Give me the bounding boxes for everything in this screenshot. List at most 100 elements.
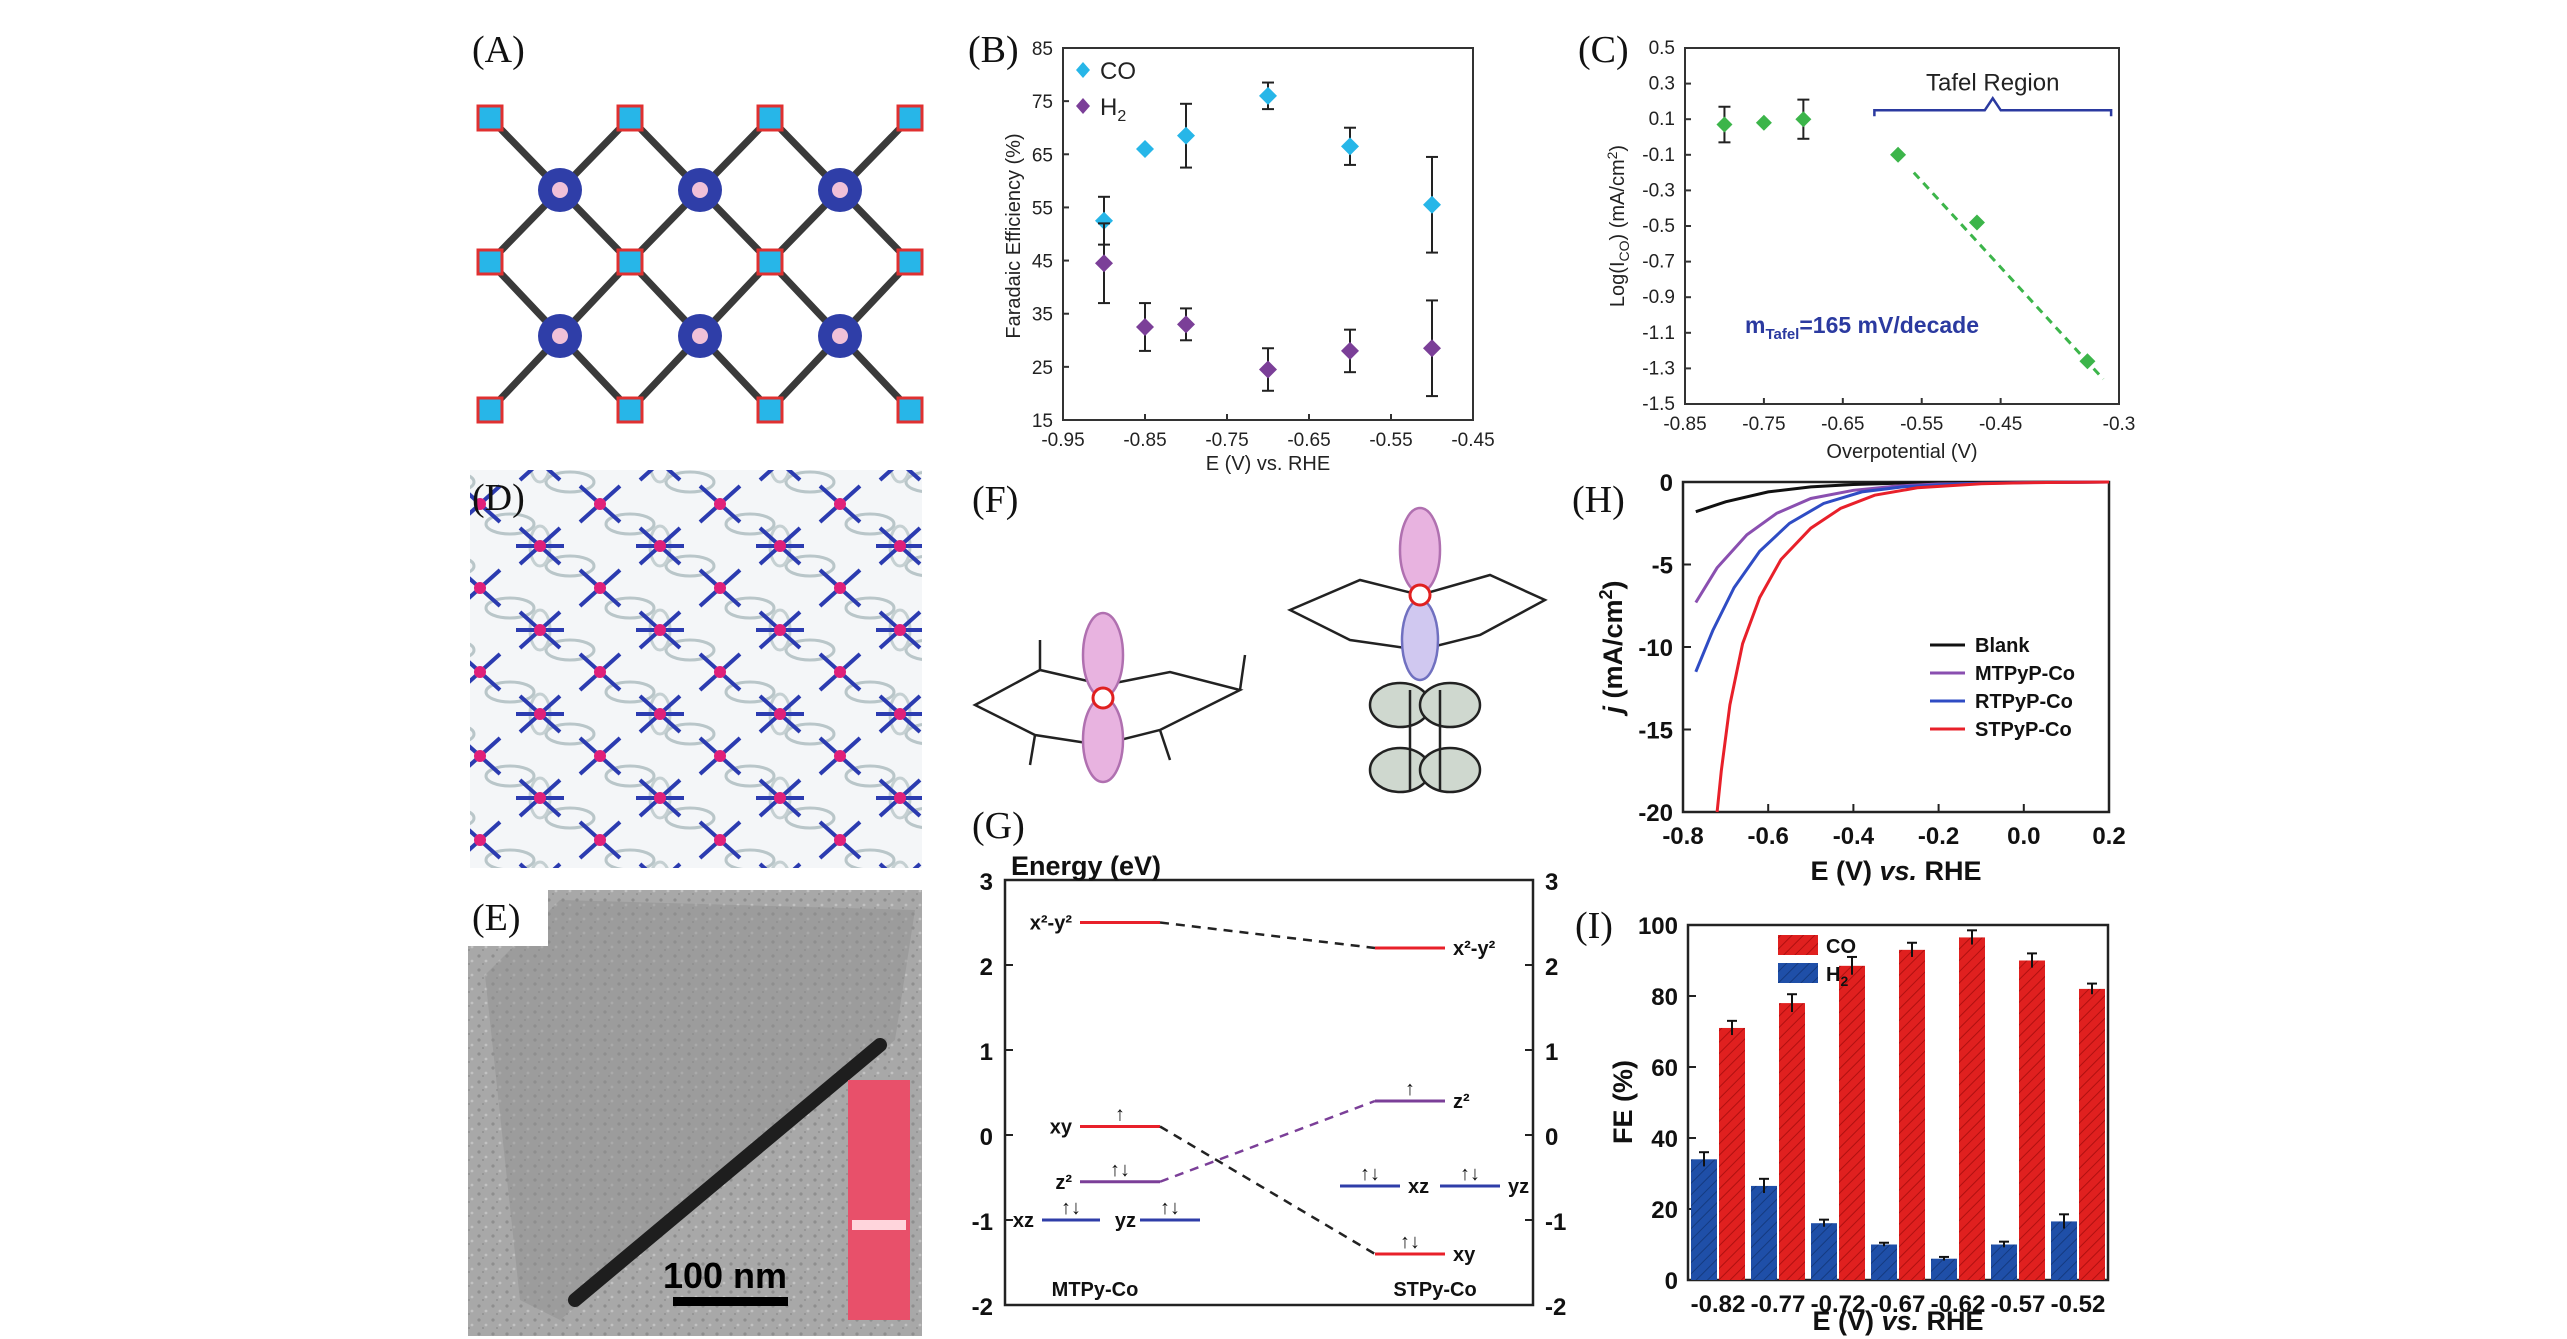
- x-tick-label-h: -0.6: [1748, 823, 1789, 850]
- y-tick-label-c: 0.3: [1649, 74, 1675, 95]
- x-tick-labels-i: -0.82 -0.77 -0.72 -0.67 -0.62 -0.57 -0.52: [1691, 1291, 2106, 1318]
- legend-marker-co-b: [1076, 62, 1090, 78]
- x-tick-label-i: -0.57: [1991, 1291, 2046, 1318]
- panel-h-label: (H): [1572, 479, 1625, 521]
- tafel-region-label: Tafel Region: [1926, 69, 2059, 96]
- y-tick-label-i: 40: [1651, 1126, 1678, 1153]
- x-tick-label-b: -0.85: [1123, 430, 1166, 451]
- x-tick-labels-b: -0.95 -0.85 -0.75 -0.65 -0.55 -0.45: [1041, 414, 1495, 451]
- x-axis-title-c: Overpotential (V): [1826, 441, 1977, 463]
- x-tick-label-i: -0.82: [1691, 1291, 1746, 1318]
- panel-c-label: (C): [1578, 29, 1629, 71]
- data-marks-c: [1716, 98, 2096, 370]
- y-tick-label-b: 55: [1032, 198, 1053, 219]
- y-tick-label-c: -0.1: [1642, 145, 1675, 166]
- y-tick-label-right-g: -2: [1545, 1294, 1566, 1321]
- orbital-label-right: x²-y²: [1453, 938, 1496, 960]
- legend-label-h: STPyP-Co: [1975, 719, 2072, 741]
- data-point-c: [1716, 116, 1733, 133]
- panel-e: (E) 100 nm: [468, 890, 922, 1336]
- panel-g-label: (G): [972, 805, 1025, 847]
- x-axis-title-b: E (V) vs. RHE: [1206, 453, 1330, 475]
- mtpy-co-molecule-image: [972, 611, 1247, 784]
- x-tick-label-i: -0.77: [1751, 1291, 1806, 1318]
- electron-arrows: ↑↓: [1110, 1159, 1130, 1181]
- y-axis-title-g: Energy (eV): [1011, 851, 1161, 881]
- data-point-co-b: [1136, 139, 1154, 158]
- legend-label-co-b: CO: [1100, 58, 1136, 85]
- x-tick-label-i: -0.62: [1931, 1291, 1986, 1318]
- x-tick-label-b: -0.65: [1287, 430, 1330, 451]
- correlation-line: [1159, 1099, 1376, 1183]
- level-connectors: [1159, 921, 1376, 1256]
- bar-co: [1719, 1027, 1745, 1280]
- data-point-co-b: [1423, 195, 1441, 214]
- y-tick-label-left-g: -2: [972, 1294, 993, 1321]
- panel-b: (B) 15 25 35 45 55 65 75 85 -0.95 -0.85 -0.75 -0.6…: [968, 29, 1495, 475]
- y-tick-label-h: -5: [1652, 553, 1673, 580]
- scale-bar-label: 100 nm: [663, 1255, 787, 1296]
- y-tick-label-i: 100: [1638, 913, 1678, 940]
- legend-swatch-h2-i: [1778, 963, 1818, 983]
- data-point-h2-b: [1259, 360, 1277, 379]
- x-tick-label-h: -0.2: [1918, 823, 1959, 850]
- data-point-c: [1755, 114, 1772, 131]
- electron-arrows: ↑: [1405, 1078, 1415, 1100]
- y-axis-title-i: FE (%): [1608, 1060, 1638, 1144]
- orbital-label-right: xy: [1453, 1244, 1476, 1266]
- bar-co: [1779, 1003, 1805, 1280]
- orbital-label-left: z²: [1055, 1172, 1072, 1194]
- legend-marker-h2-b: [1076, 98, 1090, 114]
- series-line-rtpyp-co: [1694, 480, 2110, 673]
- data-point-h2-b: [1177, 315, 1195, 334]
- y-tick-label-c: 0.5: [1649, 38, 1675, 59]
- data-point-co-b: [1095, 211, 1113, 230]
- y-tick-label-b: 45: [1032, 252, 1053, 273]
- electron-arrows: ↑↓: [1061, 1197, 1081, 1219]
- x-tick-label-h: 0.0: [2007, 823, 2040, 850]
- x-tick-label-b: -0.75: [1205, 430, 1248, 451]
- orbital-label-left: x²-y²: [1030, 913, 1073, 935]
- y-tick-labels-h: 0 -5 -10 -15 -20: [1638, 470, 1691, 827]
- panel-i-label: (I): [1575, 905, 1613, 947]
- y-tick-label-h: -10: [1638, 635, 1673, 662]
- y-tick-label-b: 85: [1032, 39, 1053, 60]
- vial-photo: [848, 1080, 910, 1320]
- panel-g: (G) Energy (eV) 3 3 2 2 1 1 0 0 -1 -1 -2 -2 x²-y² xy…: [972, 805, 1567, 1321]
- data-point-co-b: [1259, 86, 1277, 105]
- electron-arrows: ↑: [1115, 1104, 1125, 1126]
- bar-h2: [1751, 1185, 1777, 1280]
- legend-label-h: Blank: [1975, 635, 2030, 657]
- plot-frame-i: [1686, 923, 2110, 1282]
- data-point-h2-b: [1423, 339, 1441, 358]
- y-tick-label-c: -1.5: [1642, 394, 1675, 415]
- x-tick-label-c: -0.65: [1821, 414, 1864, 435]
- y-tick-label-h: -20: [1638, 800, 1673, 827]
- series-line-stpyp-co: [1715, 480, 2110, 813]
- bar-co: [2019, 960, 2045, 1280]
- x-axis-title-i: E (V) vs. RHE: [1812, 1306, 1983, 1336]
- bar-co: [1899, 949, 1925, 1280]
- panel-a-label: (A): [472, 29, 525, 71]
- y-tick-labels-b: 15 25 35 45 55 65 75 85: [1032, 39, 1069, 432]
- framework-structure-image: [476, 104, 924, 424]
- panel-f: (F): [972, 479, 1548, 794]
- bar-co: [1839, 965, 1865, 1280]
- y-tick-label-left-g: 1: [980, 1039, 993, 1066]
- data-point-c: [1890, 146, 1907, 163]
- x-axis-title-h: E (V) vs. RHE: [1810, 856, 1981, 886]
- y-tick-label-c: 0.1: [1649, 109, 1675, 130]
- panel-b-label: (B): [968, 29, 1019, 71]
- electron-arrows: ↑↓: [1400, 1231, 1420, 1253]
- x-tick-label-c: -0.85: [1663, 414, 1706, 435]
- x-tick-labels-h: -0.8 -0.6 -0.4 -0.2 0.0 0.2: [1662, 804, 2126, 850]
- energy-levels: x²-y² xy ↑ z² ↑↓ xz ↑↓ yz ↑↓ x²-y² z² ↑ xz ↑↓ yz ↑↓ xy ↑↓: [1013, 913, 1529, 1267]
- tem-micrograph-image: [468, 890, 922, 1336]
- bar-h2: [1871, 1244, 1897, 1280]
- plot-frame-h: [1681, 480, 2111, 814]
- electron-arrows: ↑↓: [1160, 1197, 1180, 1219]
- x-tick-label-i: -0.72: [1811, 1291, 1866, 1318]
- x-tick-label-i: -0.67: [1871, 1291, 1926, 1318]
- panel-h: (H) 0-5-10-15-20 -0.8 -0.6 -0.4 -0.2 0.0 0.2 …: [1572, 470, 2126, 886]
